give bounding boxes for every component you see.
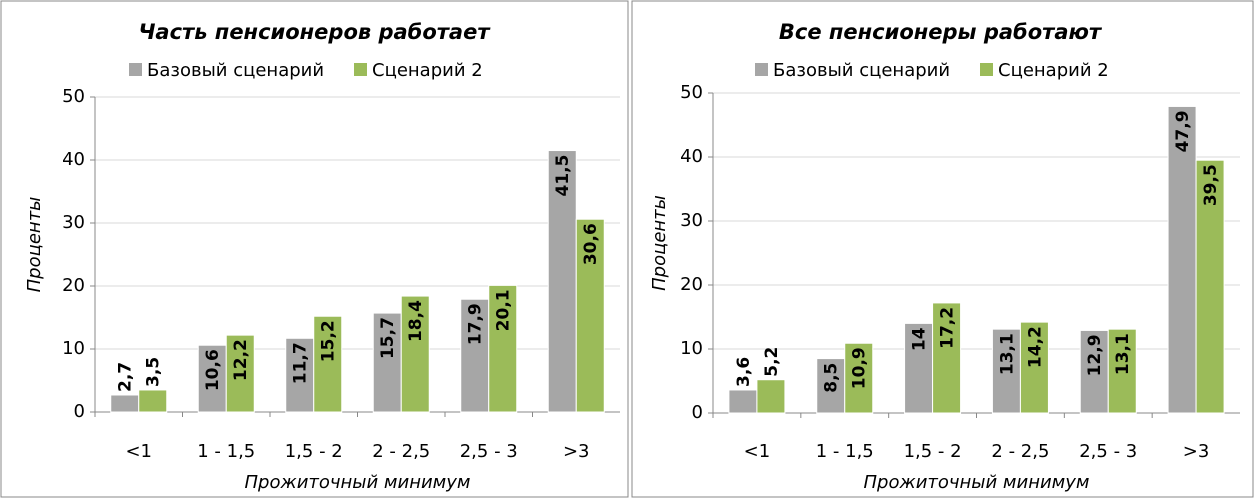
bar — [197, 344, 227, 413]
x-axis-title: Прожиточный минимум — [245, 472, 471, 493]
panel-border — [631, 0, 1254, 498]
bar — [225, 334, 255, 413]
value-label: 13,1 — [997, 333, 1017, 375]
value-label: 30,6 — [581, 223, 601, 265]
bar — [756, 379, 786, 414]
value-label: 17,2 — [938, 307, 958, 349]
value-label: 10,9 — [850, 347, 870, 389]
value-label: 17,9 — [466, 303, 486, 345]
value-label: 18,4 — [406, 300, 426, 342]
y-tick-label: 40 — [680, 146, 703, 167]
value-label: 8,5 — [822, 363, 842, 393]
value-label: 11,7 — [291, 342, 311, 384]
bar — [728, 389, 758, 414]
value-label: 39,5 — [1201, 164, 1221, 206]
x-tick-label: 2 - 2,5 — [991, 441, 1049, 462]
value-label: 12,2 — [231, 339, 251, 381]
bar — [110, 394, 140, 413]
bar — [932, 302, 962, 414]
y-tick-label: 30 — [62, 212, 85, 233]
value-label: 13,1 — [1113, 333, 1133, 375]
y-tick-label: 20 — [680, 274, 703, 295]
legend-swatch — [980, 63, 993, 76]
panel-border — [0, 0, 629, 498]
chart-title: Все пенсионеры работают — [779, 20, 1103, 44]
bar — [547, 150, 577, 413]
x-tick-label: 2 - 2,5 — [372, 441, 430, 462]
bar — [488, 284, 518, 413]
y-tick-label: 10 — [680, 338, 703, 359]
y-tick-label: 20 — [62, 275, 85, 296]
legend-swatch — [129, 63, 142, 76]
x-tick-label: <1 — [744, 441, 771, 462]
x-tick-label: >3 — [563, 441, 590, 462]
value-label: 14,2 — [1025, 326, 1045, 368]
bar — [991, 328, 1021, 414]
value-label: 3,5 — [144, 357, 164, 387]
y-tick-label: 30 — [680, 210, 703, 231]
x-tick-label: 2,5 - 3 — [1079, 441, 1137, 462]
bar — [138, 389, 168, 413]
legend-label: Базовый сценарий — [773, 60, 950, 81]
bar — [400, 295, 430, 413]
bar — [904, 322, 934, 414]
legend-swatch — [755, 63, 768, 76]
x-tick-label: 1 - 1,5 — [197, 441, 255, 462]
value-label: 14 — [910, 327, 930, 351]
bar — [1079, 329, 1109, 414]
x-tick-label: 2,5 - 3 — [460, 441, 518, 462]
x-axis-title: Прожиточный минимум — [864, 472, 1090, 493]
value-label: 41,5 — [553, 155, 573, 197]
y-tick-label: 0 — [692, 402, 703, 423]
x-tick-label: >3 — [1183, 441, 1210, 462]
y-tick-label: 40 — [62, 149, 85, 170]
y-tick-label: 50 — [62, 86, 85, 107]
y-axis-title: Проценты — [24, 197, 45, 293]
legend-label: Сценарий 2 — [372, 60, 483, 81]
y-tick-label: 0 — [74, 401, 85, 422]
value-label: 5,2 — [762, 347, 782, 377]
bar — [844, 342, 874, 414]
bar — [1107, 328, 1137, 414]
x-tick-label: 1,5 - 2 — [285, 441, 343, 462]
bar — [1019, 321, 1049, 414]
bar — [1195, 159, 1225, 414]
value-label: 2,7 — [116, 362, 136, 392]
x-tick-label: 1 - 1,5 — [816, 441, 874, 462]
value-label: 12,9 — [1085, 334, 1105, 376]
y-tick-label: 10 — [62, 338, 85, 359]
y-tick-label: 50 — [680, 82, 703, 103]
bar — [575, 218, 605, 413]
bar — [460, 298, 490, 413]
bar — [1167, 105, 1197, 414]
value-label: 15,7 — [378, 317, 398, 359]
bar — [285, 337, 315, 413]
legend-label: Сценарий 2 — [998, 60, 1109, 81]
value-label: 15,2 — [319, 320, 339, 362]
y-axis-title: Проценты — [649, 195, 670, 291]
chart-title: Часть пенсионеров работает — [138, 20, 491, 44]
legend-label: Базовый сценарий — [147, 60, 324, 81]
bar — [816, 358, 846, 414]
value-label: 10,6 — [203, 349, 223, 391]
value-label: 20,1 — [494, 289, 514, 331]
x-tick-label: <1 — [125, 441, 152, 462]
bar — [313, 315, 343, 413]
x-tick-label: 1,5 - 2 — [904, 441, 962, 462]
value-label: 47,9 — [1173, 110, 1193, 152]
legend-swatch — [354, 63, 367, 76]
bar — [372, 312, 402, 413]
value-label: 3,6 — [734, 357, 754, 387]
